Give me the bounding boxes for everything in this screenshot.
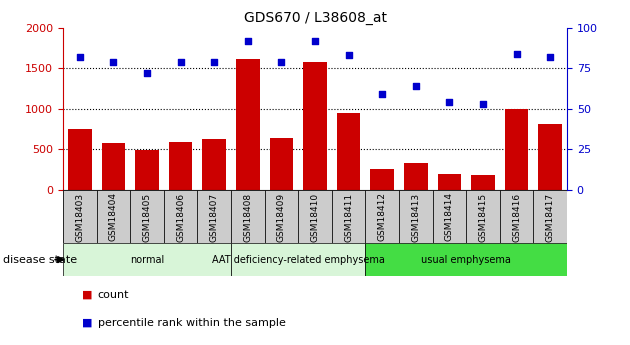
Bar xyxy=(332,190,365,243)
Bar xyxy=(68,129,91,190)
Bar xyxy=(236,59,260,190)
Point xyxy=(75,54,85,60)
Bar xyxy=(197,190,231,243)
Text: GSM18415: GSM18415 xyxy=(479,193,488,242)
Bar xyxy=(337,113,360,190)
Text: normal: normal xyxy=(130,255,164,265)
Bar xyxy=(370,169,394,190)
Bar xyxy=(534,190,567,243)
Text: count: count xyxy=(98,290,129,300)
Title: GDS670 / L38608_at: GDS670 / L38608_at xyxy=(244,11,386,25)
Bar xyxy=(231,190,265,243)
Bar xyxy=(365,190,399,243)
Point xyxy=(512,51,522,56)
Point xyxy=(176,59,186,65)
Point xyxy=(444,99,454,105)
Bar xyxy=(101,143,125,190)
Text: GSM18411: GSM18411 xyxy=(344,193,353,242)
Text: GSM18414: GSM18414 xyxy=(445,193,454,242)
Bar xyxy=(471,175,495,190)
Bar xyxy=(265,190,298,243)
Text: GSM18404: GSM18404 xyxy=(109,193,118,242)
Bar xyxy=(202,139,226,190)
Bar xyxy=(63,243,231,276)
Point xyxy=(142,70,152,76)
Bar xyxy=(399,190,433,243)
Text: GSM18416: GSM18416 xyxy=(512,193,521,242)
Bar xyxy=(539,124,562,190)
Point xyxy=(478,101,488,107)
Bar xyxy=(135,150,159,190)
Text: GSM18403: GSM18403 xyxy=(76,193,84,242)
Text: AAT deficiency-related emphysema: AAT deficiency-related emphysema xyxy=(212,255,385,265)
Bar xyxy=(365,243,567,276)
Bar xyxy=(404,163,428,190)
Text: GSM18406: GSM18406 xyxy=(176,193,185,242)
Text: GSM18413: GSM18413 xyxy=(411,193,420,242)
Bar xyxy=(96,190,130,243)
Text: GSM18417: GSM18417 xyxy=(546,193,554,242)
Point xyxy=(377,91,387,97)
Text: GSM18410: GSM18410 xyxy=(311,193,319,242)
Text: GSM18405: GSM18405 xyxy=(142,193,151,242)
Point xyxy=(277,59,287,65)
Point xyxy=(545,54,555,60)
Point xyxy=(209,59,219,65)
Bar xyxy=(231,243,365,276)
Point xyxy=(243,38,253,43)
Text: GSM18407: GSM18407 xyxy=(210,193,219,242)
Bar xyxy=(63,190,96,243)
Bar xyxy=(466,190,500,243)
Bar xyxy=(500,190,534,243)
Text: disease state: disease state xyxy=(3,255,77,265)
Text: ■: ■ xyxy=(82,290,93,300)
Bar xyxy=(164,190,197,243)
Bar xyxy=(130,190,164,243)
Point xyxy=(108,59,118,65)
Text: ■: ■ xyxy=(82,318,93,327)
Bar xyxy=(303,62,327,190)
Text: usual emphysema: usual emphysema xyxy=(421,255,511,265)
Text: GSM18412: GSM18412 xyxy=(378,193,387,242)
Bar xyxy=(270,138,293,190)
Bar xyxy=(438,174,461,190)
Bar xyxy=(298,190,332,243)
Bar xyxy=(505,109,529,190)
Point xyxy=(343,52,353,58)
Text: percentile rank within the sample: percentile rank within the sample xyxy=(98,318,285,327)
Text: GSM18408: GSM18408 xyxy=(243,193,252,242)
Bar xyxy=(169,142,192,190)
Bar xyxy=(433,190,466,243)
Point xyxy=(310,38,320,43)
Text: GSM18409: GSM18409 xyxy=(277,193,286,242)
Point xyxy=(411,83,421,89)
